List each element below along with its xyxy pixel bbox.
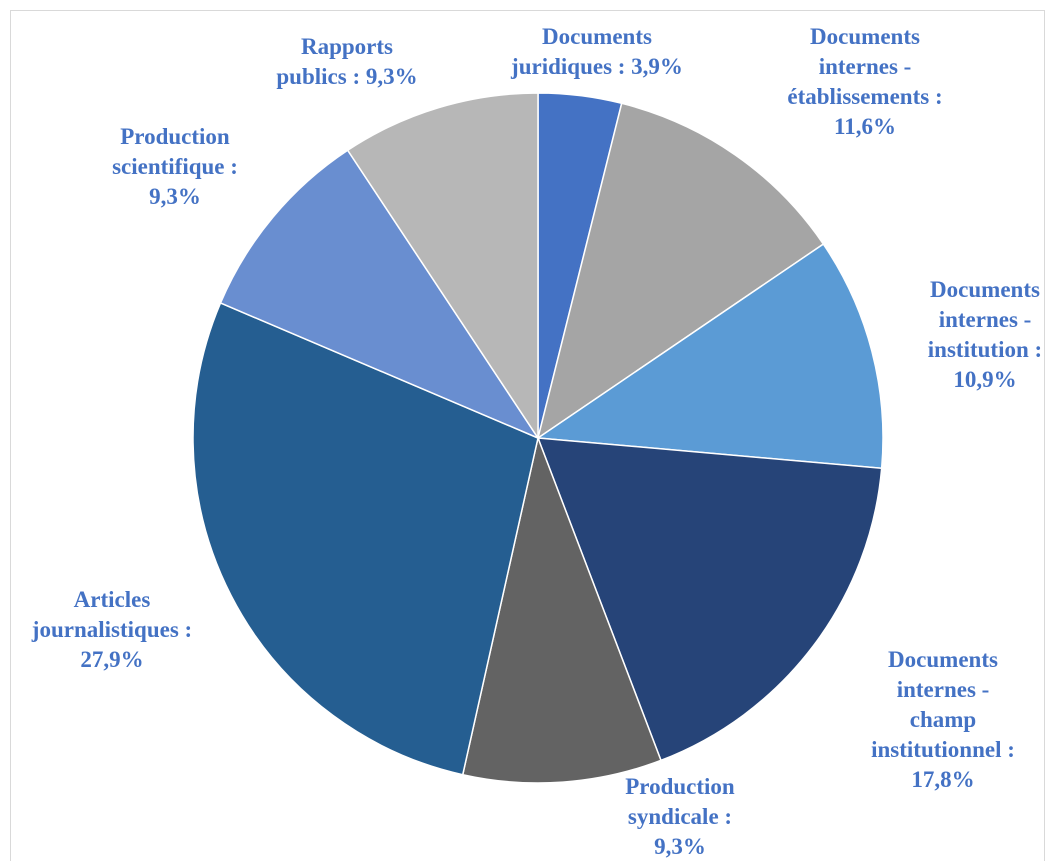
pie-slice bbox=[535, 243, 884, 470]
data-label: Documents internes - établissements : 11… bbox=[787, 24, 943, 139]
data-label: Documents internes - institution : 10,9% bbox=[927, 277, 1043, 392]
pie-slice bbox=[461, 435, 662, 784]
pie-slice bbox=[192, 301, 539, 776]
pie-slice bbox=[536, 437, 883, 762]
data-label: Documents internes - champ institutionne… bbox=[871, 647, 1015, 792]
data-label: Production syndicale : 9,3% bbox=[625, 774, 735, 859]
data-label: Documents juridiques : 3,9% bbox=[511, 24, 683, 79]
data-label: Rapports publics : 9,3% bbox=[276, 34, 418, 89]
pie-slice bbox=[346, 92, 539, 441]
chart-border bbox=[10, 10, 1045, 861]
data-label: Production scientifique : 9,3% bbox=[112, 124, 238, 209]
data-label: Articles journalistiques : 27,9% bbox=[31, 587, 193, 672]
pie-slice bbox=[219, 149, 541, 440]
pie-slice bbox=[536, 102, 825, 440]
